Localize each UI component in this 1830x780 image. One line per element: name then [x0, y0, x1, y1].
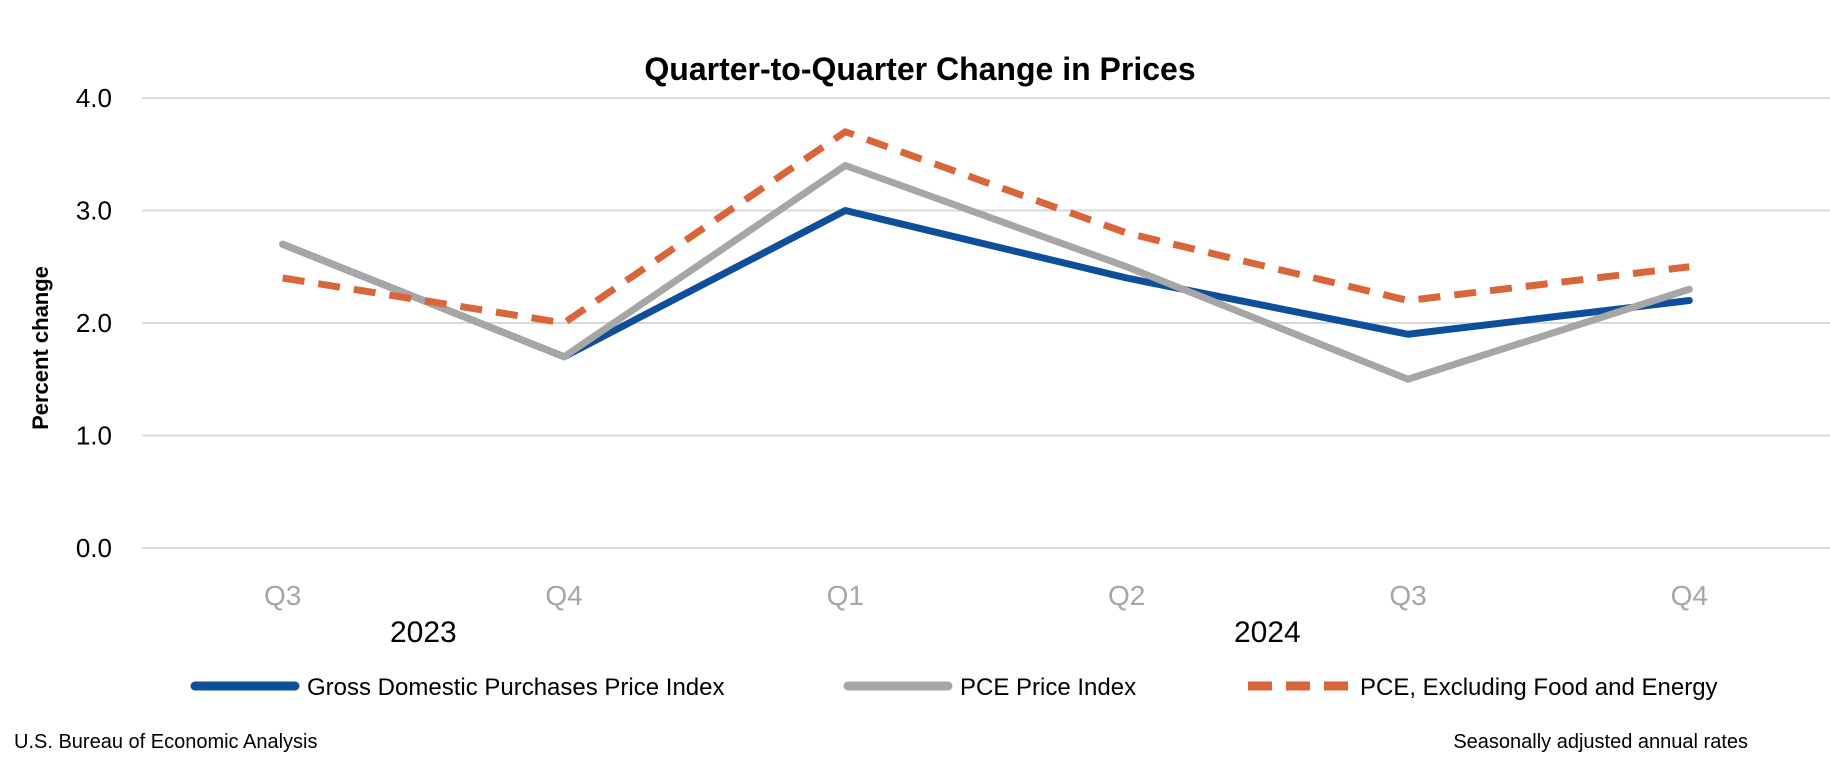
- grid-lines: [142, 97, 1830, 549]
- y-tick-label: 4.0: [76, 83, 112, 113]
- legend-label: PCE Price Index: [960, 674, 1136, 701]
- x-tick-label: Q4: [545, 580, 582, 611]
- series-line-0: [279, 207, 1693, 361]
- x-tick-label: Q3: [264, 580, 301, 611]
- y-axis-ticks: 0.0 1.0 2.0 3.0 4.0: [76, 83, 112, 563]
- chart-title: Quarter-to-Quarter Change in Prices: [644, 51, 1195, 87]
- legend-label: PCE, Excluding Food and Energy: [1360, 674, 1718, 701]
- y-tick-label: 0.0: [76, 533, 112, 563]
- year-group-labels: 2023 2024: [390, 616, 1301, 649]
- y-tick-label: 3.0: [76, 196, 112, 226]
- x-tick-label: Q3: [1389, 580, 1426, 611]
- legend: Gross Domestic Purchases Price Index PCE …: [190, 674, 1718, 701]
- footer-source: U.S. Bureau of Economic Analysis: [14, 731, 317, 753]
- x-axis-ticks: Q3 Q4 Q1 Q2 Q3 Q4: [264, 580, 1708, 611]
- x-tick-label: Q1: [827, 580, 864, 611]
- y-tick-label: 1.0: [76, 421, 112, 451]
- year-group-label: 2024: [1234, 616, 1301, 649]
- y-tick-label: 2.0: [76, 308, 112, 338]
- x-tick-label: Q2: [1108, 580, 1145, 611]
- y-axis-label: Percent change: [28, 266, 53, 430]
- legend-label: Gross Domestic Purchases Price Index: [307, 674, 724, 701]
- footer-note: Seasonally adjusted annual rates: [1453, 731, 1748, 753]
- year-group-label: 2023: [390, 616, 457, 649]
- x-tick-label: Q4: [1671, 580, 1708, 611]
- series-line-1: [279, 162, 1693, 383]
- series-lines: [279, 128, 1693, 383]
- series-line-2: [282, 128, 1690, 327]
